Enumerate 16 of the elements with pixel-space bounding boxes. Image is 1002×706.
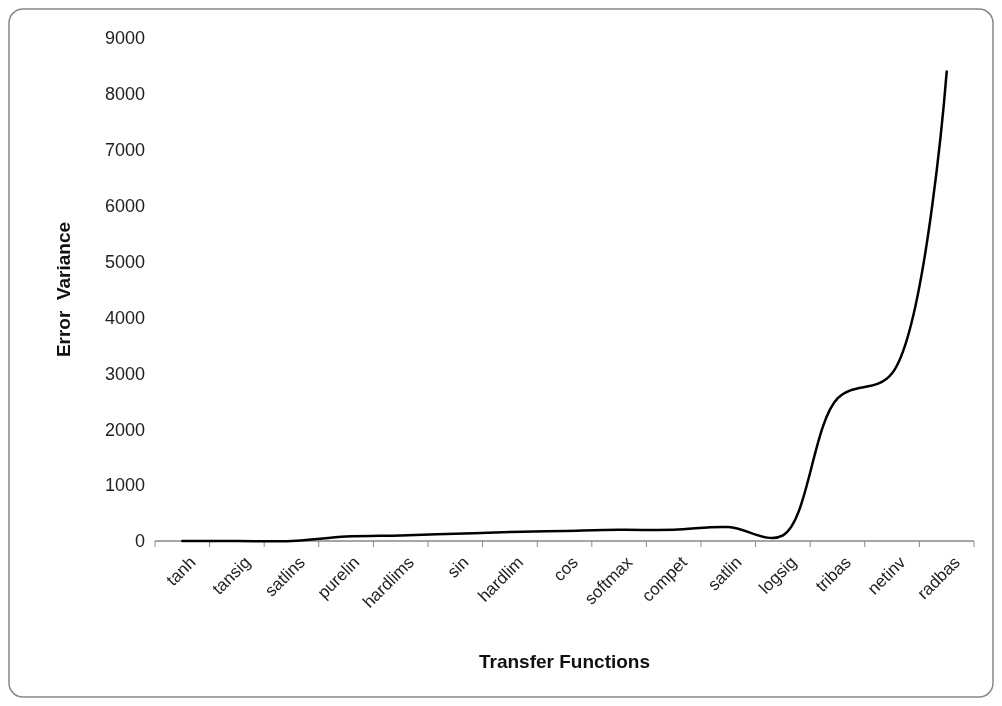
y-tick-label: 7000 <box>104 140 145 161</box>
y-tick-label: 2000 <box>104 419 145 440</box>
y-tick-label: 4000 <box>104 307 145 328</box>
y-axis-title: Error Variance <box>53 221 74 358</box>
y-tick-label: 9000 <box>104 28 145 49</box>
x-tick-label: cos <box>549 552 582 585</box>
y-tick-label: 1000 <box>104 475 145 496</box>
y-tick-label: 0 <box>134 531 145 552</box>
y-tick-label: 3000 <box>104 363 145 384</box>
y-tick-label: 8000 <box>104 84 145 105</box>
line-series <box>181 70 948 543</box>
x-tick-label: sin <box>443 552 473 582</box>
x-tick-label: tanh <box>162 552 200 590</box>
y-tick-label: 6000 <box>104 195 145 216</box>
x-axis-title: Transfer Functions <box>478 651 651 672</box>
y-tick-label: 5000 <box>104 251 145 272</box>
